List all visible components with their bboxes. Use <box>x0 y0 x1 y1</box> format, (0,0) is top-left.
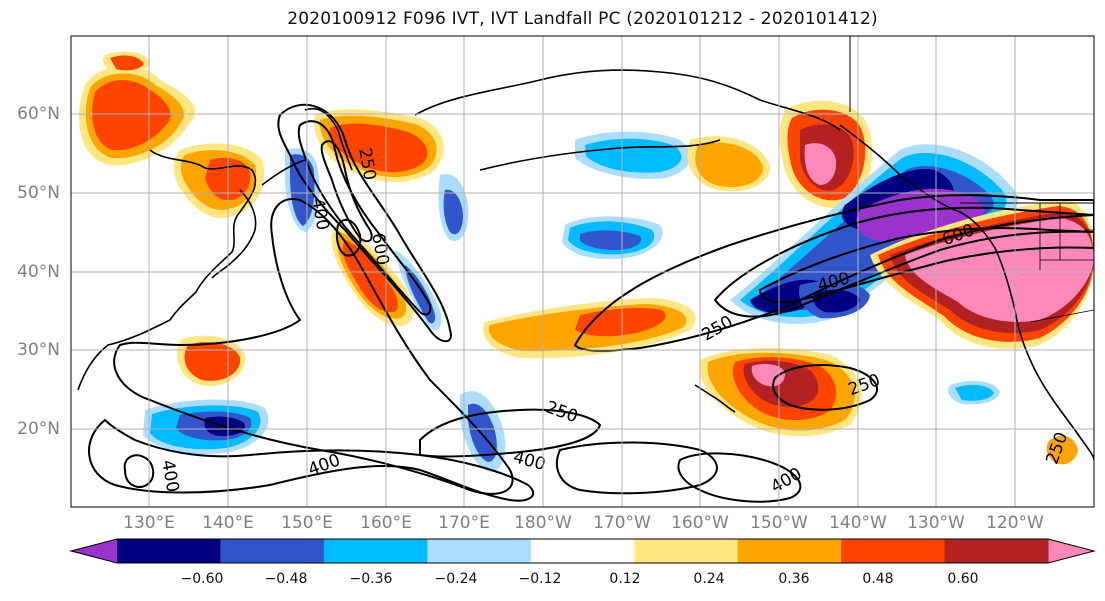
anomaly-positive <box>695 142 764 188</box>
colorbar-tick-label: −0.24 <box>434 571 478 587</box>
contour-line <box>123 454 155 489</box>
contour-line <box>320 140 373 243</box>
coastline-kamchatka <box>304 108 353 171</box>
lat-label: 40°N <box>17 262 60 282</box>
lon-label: 170°E <box>438 513 490 533</box>
colorbar-segment <box>220 539 325 563</box>
coastline-asia <box>77 149 257 391</box>
lon-label: 160°W <box>671 513 729 533</box>
anomaly-positive <box>804 143 837 185</box>
contour-line <box>713 206 1094 318</box>
anomaly-negative <box>290 154 315 226</box>
border-mexico <box>1029 309 1094 323</box>
contour-line <box>772 364 878 411</box>
lat-label: 20°N <box>17 419 60 439</box>
contour-line <box>113 198 514 495</box>
anomaly-positive <box>329 123 428 173</box>
lat-label: 60°N <box>17 104 60 124</box>
anomaly-negative <box>580 230 642 250</box>
lon-label: 160°E <box>360 513 412 533</box>
colorbar-segment <box>323 539 428 563</box>
anomaly-negative <box>443 189 463 235</box>
contour-line <box>277 103 452 343</box>
lon-label: 150°E <box>281 513 333 533</box>
colorbar-tick-label: −0.48 <box>264 571 308 587</box>
anomaly-negative <box>468 403 497 462</box>
contour-line <box>677 452 802 503</box>
colorbar-extend-high <box>1048 539 1094 563</box>
anomaly-positive <box>92 80 171 151</box>
colorbar <box>69 538 1096 564</box>
colorbar-segments <box>117 539 1049 563</box>
ivt-contours <box>88 103 1094 503</box>
lat-label: 50°N <box>17 183 60 203</box>
anomaly-negative <box>955 384 994 401</box>
anomaly-positive <box>184 342 241 381</box>
colorbar-segment <box>944 539 1049 563</box>
coastline-kuril <box>261 159 306 186</box>
colorbar-tick-label: 0.48 <box>862 571 894 587</box>
lon-label: 170°W <box>593 513 651 533</box>
colorbar-tick-label: −0.36 <box>349 571 393 587</box>
lon-label: 130°E <box>123 513 175 533</box>
colorbar-tick-label: 0.12 <box>609 571 641 587</box>
colorbar-tick-label: 0.60 <box>947 571 979 587</box>
colorbar-outline <box>69 538 1096 564</box>
lon-label: 130°W <box>907 513 965 533</box>
colorbar-tick-label: −0.12 <box>518 571 562 587</box>
lat-label: 30°N <box>17 340 60 360</box>
contour-line <box>573 194 1094 352</box>
lon-label: 180°W <box>514 513 572 533</box>
anomaly-positive <box>110 55 144 71</box>
colorbar-segment <box>737 539 842 563</box>
lon-label: 140°E <box>202 513 254 533</box>
border-states <box>1039 203 1094 270</box>
contour-line <box>88 418 535 502</box>
contour-line <box>419 408 602 458</box>
map-title: 2020100912 F096 IVT, IVT Landfall PC (20… <box>287 9 878 29</box>
anomaly-positive <box>1046 435 1078 465</box>
colorbar-tick-label: 0.24 <box>693 571 725 587</box>
colorbar-extend-low <box>71 539 117 563</box>
contour-line <box>297 120 432 316</box>
anomaly-positive <box>751 364 786 387</box>
lon-label: 120°W <box>986 513 1044 533</box>
coastline-japan <box>211 189 257 279</box>
contour-line <box>758 227 1094 304</box>
colorbar-tick-label: −0.60 <box>180 571 224 587</box>
colorbar-segment <box>841 539 946 563</box>
map-frame <box>70 35 1095 508</box>
coastline-na-west <box>839 124 1094 461</box>
anomaly-positive <box>905 218 1094 322</box>
contour-line <box>335 218 362 257</box>
lon-label: 140°W <box>829 513 887 533</box>
grid-lines <box>71 36 1094 507</box>
lon-label: 150°W <box>750 513 808 533</box>
colorbar-segment <box>634 539 739 563</box>
colorbar-tick-label: 0.36 <box>778 571 810 587</box>
colorbar-segment <box>427 539 532 563</box>
colorbar-segment <box>530 539 635 563</box>
coastline-aleutians <box>479 139 721 171</box>
colorbar-segment <box>117 539 221 563</box>
